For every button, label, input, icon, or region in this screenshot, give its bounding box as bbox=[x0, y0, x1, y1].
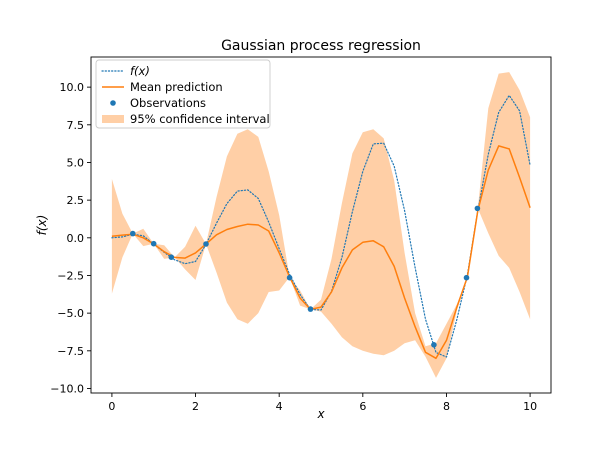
legend: f(x) Mean prediction Observations 95% confi… bbox=[95, 59, 271, 129]
legend-swatch-band bbox=[102, 115, 124, 123]
legend-swatch-observations bbox=[110, 100, 116, 106]
y-tick-label: −2.5 bbox=[57, 269, 84, 282]
y-tick-label: −5.0 bbox=[57, 307, 84, 320]
plot-area: 0 2 4 6 8 10 −10.0 −7.5 −5.0 −2.5 0.0 2.5 5.0 7.5 10.0 bbox=[50, 56, 552, 413]
legend-label: 95% confidence interval bbox=[130, 112, 270, 126]
y-tick-label: 10.0 bbox=[60, 81, 85, 94]
x-tick-label: 8 bbox=[443, 400, 450, 413]
x-tick-label: 4 bbox=[276, 400, 283, 413]
observation-point bbox=[474, 205, 481, 212]
legend-label: Mean prediction bbox=[130, 80, 223, 94]
x-tick-label: 10 bbox=[523, 400, 537, 413]
legend-box bbox=[95, 59, 271, 129]
observation-point bbox=[307, 306, 314, 312]
y-tick-label: 5.0 bbox=[67, 156, 85, 169]
plot-inner bbox=[111, 72, 531, 378]
y-tick-label: −7.5 bbox=[57, 345, 84, 358]
plot-frame bbox=[90, 56, 552, 394]
y-tick-label: 0.0 bbox=[67, 232, 85, 245]
observation-point bbox=[431, 342, 437, 348]
y-tick-label: 2.5 bbox=[67, 194, 85, 207]
y-tick-label: −10.0 bbox=[50, 382, 84, 395]
observation-point bbox=[150, 240, 157, 247]
observation-point bbox=[286, 274, 293, 281]
observation-point bbox=[130, 230, 136, 237]
x-tick-label: 0 bbox=[108, 400, 115, 413]
observation-point bbox=[203, 241, 209, 247]
x-tick-label: 2 bbox=[192, 400, 199, 413]
x-tick-label: 6 bbox=[359, 400, 366, 413]
chart-title: Gaussian process regression bbox=[221, 38, 421, 54]
y-tick-label: 7.5 bbox=[67, 119, 85, 132]
y-axis-label: f(x) bbox=[35, 215, 49, 236]
observation-point bbox=[463, 274, 470, 281]
x-axis-label: x bbox=[316, 407, 325, 421]
true-function-line bbox=[111, 94, 531, 358]
mean-prediction-line bbox=[111, 145, 531, 360]
observation-point bbox=[168, 254, 175, 260]
legend-label: f(x) bbox=[130, 64, 150, 78]
legend-label: Observations bbox=[130, 96, 206, 110]
